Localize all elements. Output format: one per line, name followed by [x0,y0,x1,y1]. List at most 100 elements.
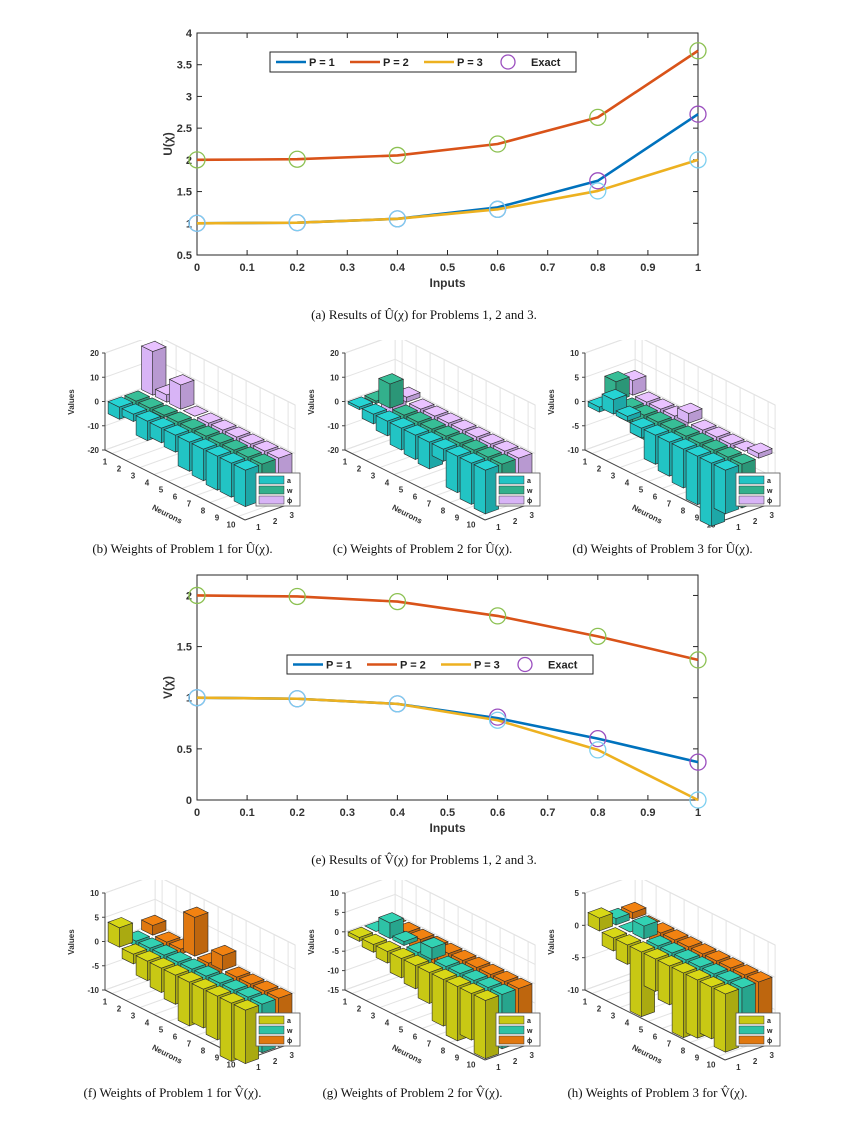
neuron-tick-label: 5 [639,486,644,495]
grid-line [584,358,776,430]
x-tick-label: 0 [194,262,200,274]
exact-marker [288,150,306,168]
series-tick-label: 1 [496,523,501,532]
caption-b: (b) Weights of Problem 1 for Û(χ). [92,541,273,556]
bar-top-face [389,947,416,959]
bar-top-face [233,999,260,1011]
bar-phi-neuron-3 [168,374,195,410]
bar-top-face [149,957,176,969]
legend [286,654,594,675]
z-tick-label: -5 [332,947,340,956]
z-tick-label: 0 [335,398,340,407]
bar-top-face [420,418,447,430]
bar-a-neuron-1 [107,917,134,948]
bar-top-face [252,980,279,992]
bar-side-face [194,912,209,957]
bar-top-face [389,417,416,429]
bar-front-face [629,945,642,1018]
neuron-tick-label: 7 [427,1040,432,1049]
bar-top-face [154,931,181,943]
x-tick-label: 0.9 [640,262,655,274]
series-tick-label: 2 [513,517,518,526]
x-axis-label: Inputs [430,821,466,835]
x-tick-label: 0.8 [590,262,605,274]
chart-weights-p3-v: -10 -5 0 5 1 2 3 4 5 6 7 8 9 10 1 2 3 Neurons Values a w ϕ [540,874,800,1080]
bar-top-face [448,432,475,444]
bar-top-face [266,987,293,999]
neuron-tick-label: 1 [583,998,588,1007]
legend-label: w [286,1028,293,1035]
x-tick-label: 1 [695,262,701,274]
chart-u-results: 0 0.1 0.2 0.3 0.4 0.5 0.6 0.7 0.8 0.9 1 0.5 1 1.5 2 2.5… [0,0,848,300]
z-tick-label: 10 [330,889,339,898]
bar-front-face [713,987,726,1053]
bar-top-face [191,978,218,990]
neuron-tick-label: 4 [385,1019,390,1028]
y-tick-label: 3 [186,91,192,103]
exact-marker [689,105,707,123]
neuron-tick-label: 5 [639,1026,644,1035]
neuron-tick-label: 6 [413,1033,418,1042]
exact-marker [689,651,707,669]
bar-top-face [459,452,486,464]
bar-phi-neuron-4 [182,405,209,417]
bar-top-face [702,439,729,451]
neuron-tick-label: 2 [597,465,602,474]
legend-label: w [526,1028,533,1035]
legend-label: w [766,1028,773,1035]
chart-weights-p1-u: -20 -10 0 10 20 1 2 3 4 5 6 7 8 9 10 1 2 3 Neurons Values a w… [60,334,305,540]
bar-top-face [718,433,745,445]
bar-top-face [403,424,430,436]
legend-label: ϕ [767,498,772,505]
grid-line [344,893,536,965]
series-tick-label: 2 [513,1057,518,1066]
bar-top-face [138,937,165,949]
z-axis-label: Values [67,389,76,415]
legend-label: Exact [531,57,561,69]
bar-front-face [141,345,153,396]
bar-top-face [657,431,684,443]
bar-top-face [462,969,489,981]
bar-top-face [445,445,472,457]
z-tick-label: -15 [327,986,339,995]
neuron-axis [344,989,486,1061]
bar-top-face [632,915,659,927]
neuron-tick-label: 2 [597,1005,602,1014]
bar-top-face [140,914,167,926]
neuron-tick-label: 6 [653,493,658,502]
series-tick-label: 3 [290,1051,295,1060]
neuron-tick-label: 2 [117,465,122,474]
neuron-tick-label: 1 [583,458,588,467]
grid-line [591,435,643,454]
legend-swatch-2 [258,485,285,495]
bar-a-neuron-10 [473,989,500,1060]
bar-top-face [690,943,717,955]
legend-label: w [286,488,293,495]
z-tick-label: -5 [572,954,580,963]
grid-line [365,982,417,1001]
series-tick-label: 1 [256,523,261,532]
caption-e: (e) Results of V̂(χ) for Problems 1, 2 a… [311,852,537,867]
bar-top-face [459,982,486,994]
neuron-tick-label: 10 [227,521,236,530]
neuron-axis-label: Neurons [151,1043,184,1066]
neuron-tick-label: 10 [467,1061,476,1070]
z-tick-label: 10 [90,373,99,382]
bar-top-face [403,954,430,966]
bar-top-face [490,983,517,995]
bar-top-face [662,929,689,941]
caption-g: (g) Weights of Problem 2 for V̂(χ). [322,1085,503,1100]
bar-top-face [620,901,647,913]
bar-top-face [236,446,263,458]
caption-f: (f) Weights of Problem 1 for V̂(χ). [83,1085,262,1100]
bar-top-face [643,424,670,436]
neuron-tick-label: 5 [399,1026,404,1035]
bar-top-face [587,907,614,919]
legend-label: P = 2 [383,57,409,69]
bar-front-face [163,969,176,1005]
legend-label: P = 3 [457,57,483,69]
bar-front-face [445,980,458,1042]
series-line-p2 [196,594,699,662]
x-tick-label: 0.7 [540,262,555,274]
